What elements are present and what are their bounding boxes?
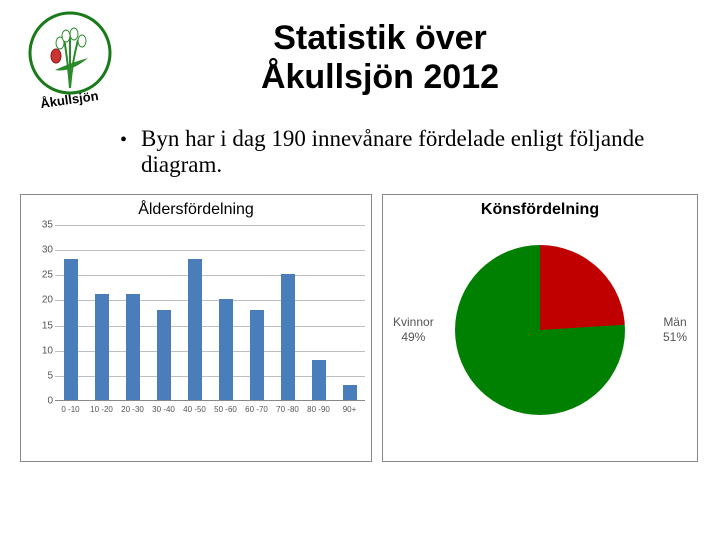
age-chart-ytick: 0	[37, 396, 53, 407]
bullet-text: Byn har i dag 190 innevånare fördelade e…	[141, 126, 660, 178]
age-chart-bar	[219, 299, 233, 400]
age-chart-bar	[281, 274, 295, 400]
age-chart-ytick: 25	[37, 270, 53, 281]
age-chart-plot: 05101520253035 0 -1010 -2020 -3030 -4040…	[39, 225, 369, 425]
svg-text:Åkullsjön: Åkullsjön	[39, 88, 99, 108]
gender-chart-title: Könsfördelning	[387, 201, 693, 219]
age-chart-xlabel: 40 -50	[183, 405, 206, 414]
gender-pie	[455, 245, 625, 415]
age-chart-ytick: 10	[37, 345, 53, 356]
age-chart-xlabel: 30 -40	[152, 405, 175, 414]
bullet-item: • Byn har i dag 190 innevånare fördelade…	[120, 126, 660, 178]
age-chart-xlabel: 20 -30	[121, 405, 144, 414]
page-title-line2: Åkullsjön 2012	[120, 58, 640, 97]
age-chart-ytick: 5	[37, 370, 53, 381]
age-chart-bar	[188, 259, 202, 400]
age-chart-xlabel: 10 -20	[90, 405, 113, 414]
age-chart-ytick: 20	[37, 295, 53, 306]
gender-distribution-chart: Könsfördelning Kvinnor 49% Män 51%	[382, 194, 698, 462]
age-chart-ytick: 35	[37, 220, 53, 231]
age-chart-bar	[312, 360, 326, 400]
age-chart-ytick: 15	[37, 320, 53, 331]
page-title-line1: Statistik över	[120, 19, 640, 58]
age-chart-title: Åldersfördelning	[25, 201, 367, 219]
gender-chart-plot: Kvinnor 49% Män 51%	[387, 225, 693, 435]
bullet-dot: •	[120, 126, 127, 178]
age-chart-bar	[157, 310, 171, 401]
akullsjon-logo: Åkullsjön	[20, 8, 120, 108]
age-chart-xlabel: 70 -80	[276, 405, 299, 414]
age-chart-bar	[95, 294, 109, 400]
bullet-row: • Byn har i dag 190 innevånare fördelade…	[0, 108, 720, 188]
pie-label-man: Män 51%	[663, 315, 687, 345]
age-chart-xlabel: 50 -60	[214, 405, 237, 414]
charts-row: Åldersfördelning 0 5 10 15 20 25 30 35 0 -10 10 …	[0, 188, 720, 462]
age-chart-bar	[250, 310, 264, 401]
age-chart-xlabel: 90+	[343, 405, 357, 414]
age-chart-xlabel: 80 -90	[307, 405, 330, 414]
pie-label-kvinnor: Kvinnor 49%	[393, 315, 434, 345]
age-chart-xlabel: 0 -10	[61, 405, 79, 414]
age-chart-xlabel: 60 -70	[245, 405, 268, 414]
title-block: Statistik över Åkullsjön 2012	[120, 19, 700, 97]
age-chart-ytick: 30	[37, 245, 53, 256]
age-distribution-chart: Åldersfördelning 0 5 10 15 20 25 30 35 0 -10 10 …	[20, 194, 372, 462]
header: Åkullsjön Statistik över Åkullsjön 2012	[0, 0, 720, 108]
age-chart-bar	[343, 385, 357, 400]
age-chart-bar	[126, 294, 140, 400]
age-chart-bar	[64, 259, 78, 400]
